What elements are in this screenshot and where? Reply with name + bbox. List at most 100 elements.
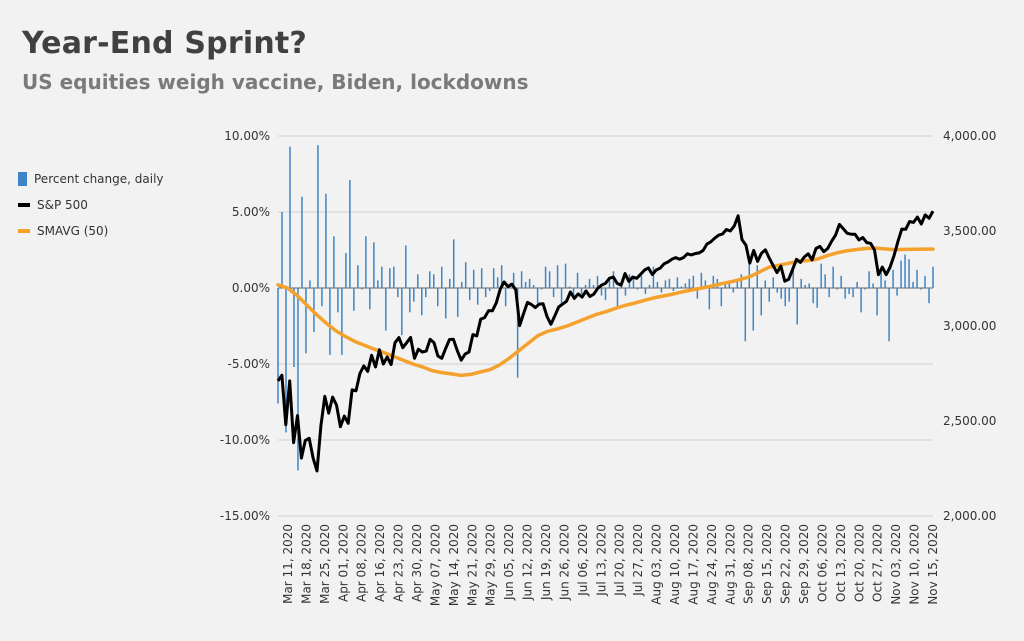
- daily-change-bar: [345, 253, 347, 288]
- daily-change-bar: [908, 259, 910, 288]
- daily-change-bar: [700, 272, 703, 288]
- x-tick-label: May 07, 2020: [428, 524, 442, 606]
- daily-change-bar: [429, 271, 431, 288]
- daily-change-bar: [708, 288, 711, 310]
- daily-change-bar: [544, 266, 547, 288]
- daily-change-bar: [624, 288, 627, 296]
- x-tick-label: Jul 27, 2020: [631, 524, 645, 597]
- daily-change-bar: [488, 288, 491, 292]
- daily-change-bar: [409, 288, 411, 313]
- daily-change-bar: [433, 274, 435, 288]
- daily-change-bar: [476, 288, 479, 305]
- daily-change-bar: [636, 288, 639, 290]
- x-tick-label: Aug 17, 2020: [686, 524, 700, 605]
- daily-change-bar: [289, 146, 291, 288]
- daily-change-bar: [357, 265, 359, 288]
- daily-change-bar: [572, 288, 575, 296]
- daily-change-bar: [568, 286, 571, 288]
- daily-change-bar: [812, 288, 814, 304]
- daily-change-bar: [460, 281, 463, 288]
- legend-swatch-line: [18, 229, 30, 233]
- daily-change-bar: [832, 266, 834, 288]
- daily-change-bar: [744, 288, 747, 342]
- daily-change-bar: [528, 278, 531, 288]
- daily-change-bar: [532, 284, 535, 288]
- daily-change-bar: [752, 288, 755, 331]
- daily-change-bar: [596, 275, 599, 288]
- daily-change-bar: [824, 274, 826, 288]
- daily-change-bar: [764, 280, 767, 288]
- daily-change-bar: [736, 278, 739, 288]
- y-left-tick-label: -15.00%: [220, 509, 270, 523]
- daily-change-bar: [852, 288, 854, 298]
- daily-change-bar: [892, 269, 894, 288]
- x-tick-label: Oct 20, 2020: [852, 524, 866, 602]
- x-tick-label: Sep 15, 2020: [760, 524, 774, 604]
- daily-change-bar: [848, 288, 850, 295]
- daily-change-bar: [425, 288, 427, 298]
- daily-change-bar: [365, 236, 367, 288]
- x-tick-label: Mar 11, 2020: [281, 524, 295, 604]
- daily-change-bar: [277, 288, 279, 404]
- daily-change-bar: [644, 288, 647, 295]
- legend-swatch-line: [18, 203, 30, 207]
- daily-change-bar: [516, 288, 519, 378]
- x-tick-label: Aug 10, 2020: [668, 524, 682, 605]
- daily-change-bar: [333, 236, 335, 288]
- daily-change-bar: [325, 193, 327, 288]
- x-tick-label: Jun 12, 2020: [521, 524, 535, 601]
- daily-change-bar: [816, 288, 818, 308]
- daily-change-bar: [808, 283, 810, 288]
- daily-change-bar: [444, 288, 447, 319]
- daily-change-bar: [405, 245, 407, 288]
- daily-change-bar: [696, 288, 699, 299]
- daily-change-bar: [556, 265, 559, 288]
- daily-change-bar: [692, 275, 695, 288]
- daily-change-bar: [504, 288, 507, 307]
- x-tick-label: Aug 24, 2020: [705, 524, 719, 605]
- daily-change-bar: [676, 277, 679, 288]
- chart-title: Year-End Sprint?: [22, 26, 308, 61]
- x-tick-label: Apr 30, 2020: [410, 524, 424, 602]
- daily-change-bar: [520, 271, 523, 288]
- daily-change-bar: [472, 269, 475, 288]
- daily-change-bar: [828, 288, 830, 298]
- legend-item-percent-change: Percent change, daily: [18, 166, 164, 192]
- daily-change-bar: [381, 266, 383, 288]
- x-tick-label: Jul 20, 2020: [613, 524, 627, 597]
- daily-change-bar: [281, 212, 283, 288]
- daily-change-bar: [924, 275, 926, 288]
- daily-change-bar: [680, 286, 683, 288]
- daily-change-bar: [820, 263, 822, 288]
- x-tick-label: Nov 10, 2020: [908, 524, 922, 605]
- x-tick-label: Oct 13, 2020: [834, 524, 848, 602]
- daily-change-bar: [441, 266, 443, 288]
- x-tick-label: Jun 05, 2020: [502, 524, 516, 601]
- daily-change-bar: [860, 288, 862, 313]
- daily-change-bar: [840, 275, 842, 288]
- daily-change-bar: [728, 283, 731, 288]
- daily-change-bar: [640, 275, 643, 288]
- daily-change-bar: [536, 288, 539, 304]
- daily-change-bar: [896, 288, 898, 296]
- daily-change-bar: [361, 288, 363, 290]
- daily-change-bar: [732, 288, 735, 293]
- daily-change-bar: [792, 266, 794, 288]
- x-tick-label: Nov 15, 2020: [926, 524, 940, 605]
- daily-change-bar: [656, 281, 659, 288]
- daily-change-bar: [712, 275, 715, 288]
- daily-change-bar: [592, 284, 595, 288]
- daily-change-bar: [452, 239, 455, 288]
- daily-change-bar: [293, 288, 295, 368]
- x-tick-label: Mar 18, 2020: [299, 524, 313, 604]
- daily-change-bar: [672, 288, 675, 292]
- daily-change-bar: [932, 266, 934, 288]
- x-tick-label: Apr 08, 2020: [355, 524, 369, 602]
- y-right-tick-label: 2,000.00: [943, 509, 996, 523]
- daily-change-bar: [564, 263, 567, 288]
- daily-change-bar: [456, 288, 459, 317]
- x-tick-label: Jun 19, 2020: [539, 524, 553, 601]
- daily-change-bar: [864, 288, 866, 290]
- daily-change-bar: [600, 288, 603, 296]
